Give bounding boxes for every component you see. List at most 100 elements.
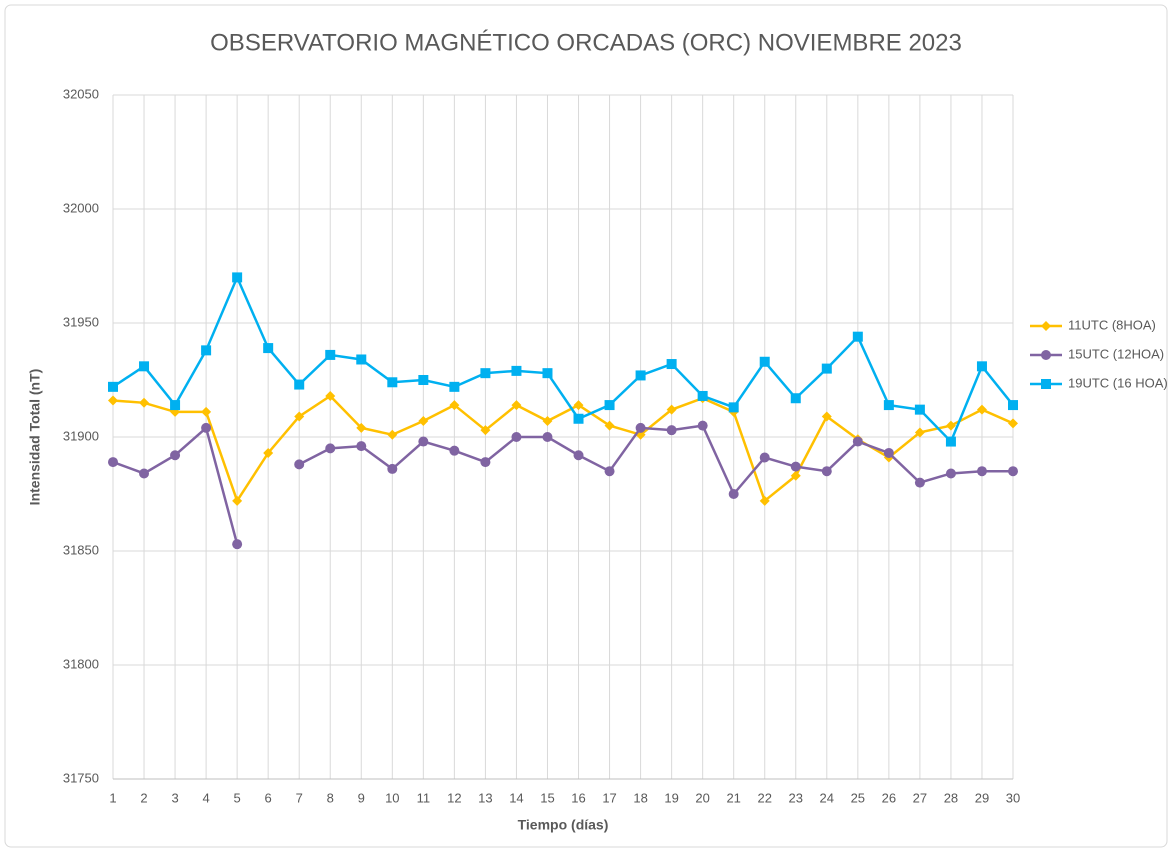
y-tick-label: 32000 — [63, 200, 99, 215]
x-tick-label: 8 — [327, 790, 334, 805]
marker — [573, 413, 584, 424]
y-tick-label: 31850 — [63, 542, 99, 557]
marker — [976, 466, 987, 477]
x-tick-label: 13 — [478, 790, 492, 805]
x-tick-label: 5 — [234, 790, 241, 805]
x-tick-label: 16 — [571, 790, 585, 805]
marker — [945, 468, 956, 479]
x-tick-label: 23 — [789, 790, 803, 805]
marker — [728, 489, 739, 499]
marker — [139, 361, 150, 372]
marker — [263, 447, 274, 458]
marker — [666, 359, 677, 370]
marker — [976, 404, 987, 415]
marker — [511, 365, 522, 376]
marker — [480, 368, 491, 379]
marker — [387, 377, 398, 388]
marker — [1041, 321, 1051, 331]
marker — [1041, 379, 1051, 389]
x-tick-label: 2 — [140, 790, 147, 805]
marker — [759, 356, 770, 367]
marker — [108, 395, 118, 406]
marker — [697, 390, 708, 401]
marker — [945, 436, 956, 447]
marker — [294, 459, 305, 470]
x-tick-label: 28 — [944, 790, 958, 805]
marker — [294, 411, 305, 422]
x-tick-label: 26 — [882, 790, 896, 805]
marker — [356, 354, 367, 365]
marker — [232, 272, 243, 283]
marker — [325, 443, 336, 454]
y-tick-label: 31900 — [63, 428, 99, 443]
marker — [821, 363, 832, 374]
marker — [635, 370, 646, 381]
marker — [1008, 418, 1018, 429]
chart-title: OBSERVATORIO MAGNÉTICO ORCADAS (ORC) NOV… — [210, 29, 962, 56]
x-tick-label: 17 — [602, 790, 616, 805]
marker — [232, 539, 243, 550]
x-tick-label: 25 — [851, 790, 865, 805]
marker — [728, 402, 739, 413]
marker — [914, 404, 925, 415]
chart-border — [4, 4, 1168, 848]
marker — [945, 420, 956, 431]
y-tick-label: 31800 — [63, 656, 99, 671]
marker — [480, 457, 491, 468]
marker — [511, 432, 522, 442]
legend-label: 15UTC (12HOA) — [1068, 346, 1164, 361]
x-tick-label: 27 — [913, 790, 927, 805]
marker — [418, 436, 429, 447]
marker — [325, 349, 336, 360]
marker — [604, 400, 615, 411]
marker — [790, 461, 801, 472]
y-tick-label: 31950 — [63, 314, 99, 329]
x-tick-label: 7 — [296, 790, 303, 805]
marker — [914, 477, 925, 488]
marker — [697, 420, 708, 431]
marker — [542, 432, 553, 442]
legend-label: 11UTC (8HOA) — [1068, 317, 1156, 332]
marker — [852, 436, 863, 447]
marker — [666, 404, 677, 415]
marker — [449, 445, 460, 456]
x-tick-label: 22 — [757, 790, 771, 805]
marker — [821, 466, 832, 477]
marker — [294, 379, 305, 390]
marker — [480, 425, 491, 436]
marker — [1008, 400, 1018, 411]
marker — [1008, 466, 1018, 477]
x-tick-label: 19 — [664, 790, 678, 805]
marker — [604, 420, 615, 431]
marker — [201, 422, 212, 433]
marker — [573, 450, 584, 461]
x-tick-label: 12 — [447, 790, 461, 805]
marker — [759, 452, 770, 463]
marker — [449, 381, 460, 392]
legend-label: 19UTC (16 HOA) — [1068, 375, 1168, 390]
marker — [139, 397, 150, 408]
marker — [1041, 350, 1051, 360]
x-tick-label: 9 — [358, 790, 365, 805]
x-tick-label: 3 — [171, 790, 178, 805]
x-tick-label: 18 — [633, 790, 647, 805]
marker — [790, 393, 801, 404]
x-tick-label: 1 — [109, 790, 116, 805]
marker — [201, 345, 212, 356]
marker — [511, 400, 522, 411]
marker — [108, 381, 118, 392]
marker — [418, 416, 429, 427]
marker — [790, 470, 801, 481]
marker — [356, 422, 367, 433]
marker — [976, 361, 987, 372]
marker — [232, 495, 243, 506]
marker — [325, 390, 336, 401]
marker — [666, 425, 677, 436]
x-tick-label: 20 — [695, 790, 709, 805]
x-tick-label: 4 — [202, 790, 209, 805]
x-axis-label: Tiempo (días) — [518, 817, 609, 833]
marker — [356, 441, 367, 452]
x-tick-label: 29 — [975, 790, 989, 805]
marker — [821, 411, 832, 422]
y-tick-label: 32050 — [63, 86, 99, 101]
